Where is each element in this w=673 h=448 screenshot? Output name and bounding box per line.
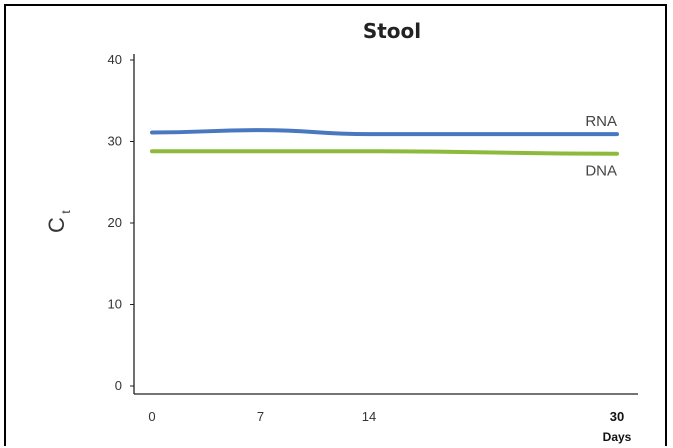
x-tick-label: 7 — [257, 409, 264, 424]
y-tick-label: 40 — [108, 52, 122, 67]
y-axis-label: C t — [44, 210, 73, 233]
y-axis-ticks: 0 10 20 30 40 — [108, 52, 134, 393]
series-label-dna: DNA — [585, 163, 617, 180]
series-lines — [150, 128, 619, 156]
y-axis-label-subscript: t — [59, 210, 73, 214]
series-line-rna — [150, 128, 619, 137]
y-axis-label-main: C — [44, 217, 69, 233]
y-tick-label: 10 — [108, 297, 122, 312]
y-tick-label: 0 — [115, 378, 122, 393]
chart-frame — [4, 4, 667, 446]
x-tick-label: 0 — [148, 409, 155, 424]
series-labels: RNA DNA — [585, 113, 617, 180]
y-tick-label: 20 — [108, 215, 122, 230]
chart-title: Stool — [363, 19, 421, 43]
x-tick-label: 14 — [362, 409, 376, 424]
x-axis-unit-label: Days — [603, 430, 632, 444]
series-line-dna — [150, 149, 619, 156]
y-tick-label: 30 — [108, 134, 122, 149]
x-axis-ticks: 0 7 14 30 — [148, 409, 624, 424]
x-tick-label: 30 — [610, 409, 624, 424]
series-label-rna: RNA — [585, 113, 617, 130]
